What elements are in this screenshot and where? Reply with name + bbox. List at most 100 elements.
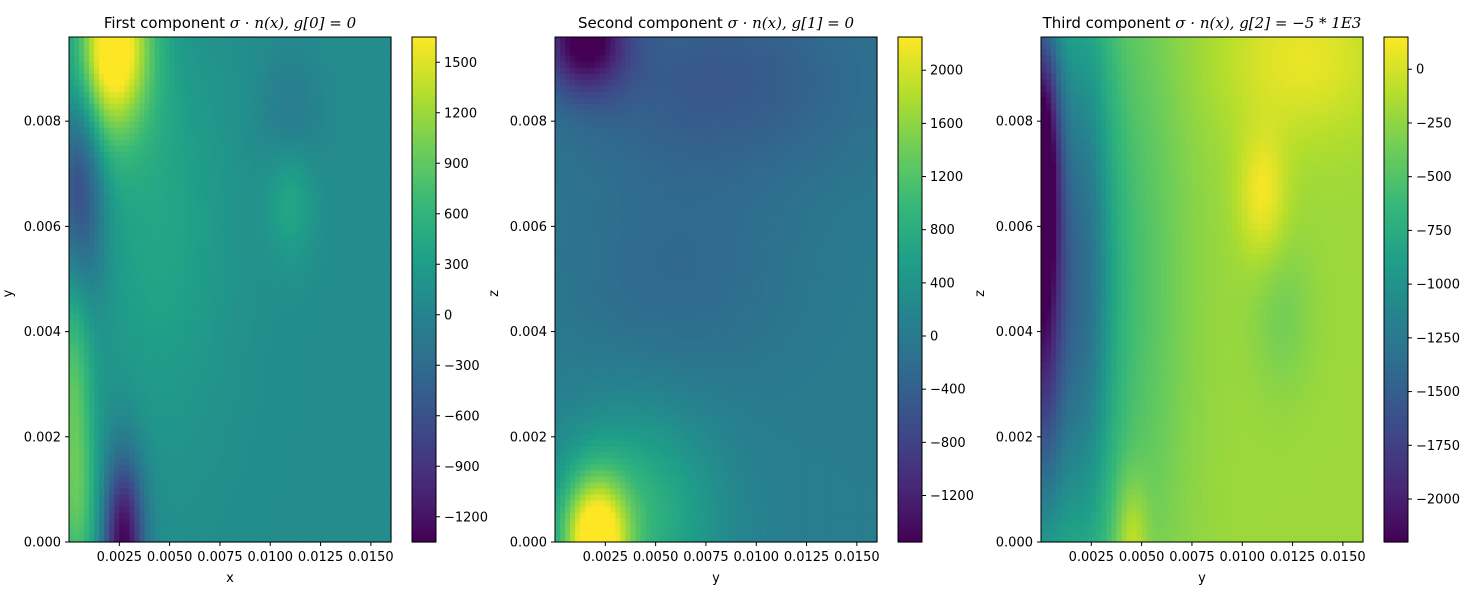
heatmap-cell: [335, 427, 342, 435]
heatmap-cell: [335, 253, 342, 261]
heatmap-cell: [209, 469, 216, 477]
heatmap-cell: [189, 439, 196, 447]
heatmap-cell: [270, 157, 276, 164]
heatmap-cell: [184, 85, 191, 92]
heatmap-cell: [79, 379, 85, 387]
heatmap-cell: [360, 121, 367, 128]
heatmap-cell: [270, 97, 276, 104]
heatmap-cell: [320, 229, 327, 236]
heatmap-cell: [139, 103, 146, 110]
heatmap-cell: [164, 43, 171, 50]
heatmap-cell: [149, 355, 156, 363]
heatmap-cell: [250, 79, 256, 86]
heatmap-cell: [214, 97, 221, 104]
heatmap-cell: [129, 517, 136, 525]
heatmap-cell: [330, 391, 337, 399]
heatmap-cell: [255, 463, 261, 471]
heatmap-cell: [209, 37, 216, 44]
heatmap-cell: [189, 79, 196, 86]
heatmap-cell: [74, 229, 80, 236]
heatmap-cell: [204, 343, 211, 351]
heatmap-cell: [134, 181, 141, 188]
heatmap-cell: [99, 457, 105, 465]
heatmap-cell: [224, 193, 231, 200]
heatmap-cell: [174, 55, 181, 62]
heatmap-cell: [224, 145, 231, 152]
heatmap-cell: [139, 487, 146, 495]
heatmap-cell: [199, 169, 206, 176]
heatmap-cell: [159, 505, 166, 513]
heatmap-cell: [224, 481, 231, 489]
heatmap-cell: [94, 259, 100, 267]
heatmap-cell: [330, 169, 337, 176]
heatmap-cell: [295, 163, 302, 170]
heatmap-cell: [320, 439, 327, 447]
heatmap-cell: [129, 211, 136, 218]
heatmap-cell: [114, 367, 120, 375]
heatmap-cell: [315, 235, 322, 243]
heatmap-cell: [240, 343, 246, 351]
heatmap-cell: [255, 445, 261, 453]
heatmap-cell: [219, 109, 226, 116]
heatmap-cell: [250, 205, 256, 212]
heatmap-cell: [285, 427, 291, 435]
heatmap-cell: [280, 343, 286, 351]
heatmap-cell: [79, 217, 85, 224]
heatmap-cell: [159, 349, 166, 357]
heatmap-cell: [255, 505, 261, 513]
heatmap-cell: [330, 313, 337, 321]
heatmap-cell: [79, 67, 85, 74]
heatmap-cell: [265, 295, 271, 303]
heatmap-cell: [280, 205, 286, 212]
heatmap-cell: [109, 103, 115, 110]
heatmap-cell: [230, 67, 236, 74]
heatmap-cell: [74, 67, 80, 74]
heatmap-cell: [320, 85, 327, 92]
heatmap-cell: [174, 187, 181, 194]
heatmap-cell: [109, 403, 115, 411]
heatmap-cell: [194, 367, 201, 375]
heatmap-cell: [139, 247, 146, 255]
heatmap-cell: [94, 43, 100, 50]
heatmap-cell: [214, 49, 221, 56]
heatmap-cell: [99, 79, 105, 86]
heatmap-cell: [99, 145, 105, 152]
heatmap-cell: [134, 73, 141, 80]
heatmap-cell: [159, 535, 166, 543]
heatmap-cell: [310, 307, 317, 315]
heatmap-cell: [149, 187, 156, 194]
heatmap-cell: [169, 319, 176, 327]
heatmap-cell: [219, 439, 226, 447]
heatmap-cell: [310, 415, 317, 423]
heatmap-cell: [84, 481, 90, 489]
heatmap-cell: [360, 475, 367, 483]
heatmap-cell: [305, 85, 312, 92]
heatmap-cell: [355, 517, 362, 525]
heatmap-cell: [235, 397, 241, 405]
heatmap-cell: [360, 409, 367, 417]
heatmap-cell: [134, 133, 141, 140]
heatmap-cell: [129, 247, 136, 255]
heatmap-cell: [204, 205, 211, 212]
heatmap-cell: [290, 199, 297, 206]
heatmap-cell: [164, 217, 171, 224]
heatmap-cell: [194, 43, 201, 50]
heatmap-cell: [174, 463, 181, 471]
heatmap-cell: [209, 475, 216, 483]
heatmap-cell: [305, 157, 312, 164]
heatmap-cell: [124, 355, 130, 363]
heatmap-cell: [144, 421, 151, 429]
heatmap-cell: [350, 301, 357, 309]
heatmap-cell: [129, 409, 136, 417]
heatmap-cell: [99, 121, 105, 128]
heatmap-cell: [169, 529, 176, 537]
heatmap-cell: [280, 151, 286, 158]
heatmap-cell: [265, 271, 271, 279]
heatmap-cell: [255, 103, 261, 110]
heatmap-cell: [320, 385, 327, 393]
heatmap-cell: [315, 61, 322, 68]
heatmap-cell: [169, 355, 176, 363]
heatmap-cell: [154, 127, 161, 134]
heatmap-cell: [89, 391, 95, 399]
heatmap-cell: [204, 187, 211, 194]
